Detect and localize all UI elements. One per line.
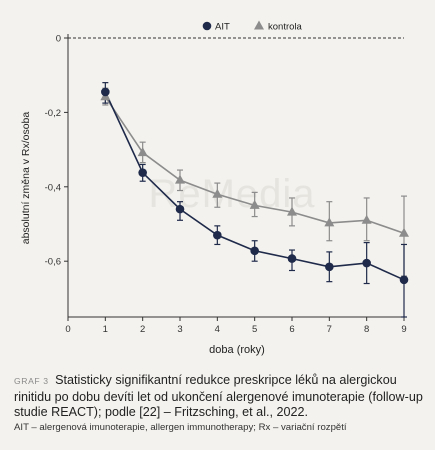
data-point-AIT	[325, 262, 334, 272]
y-tick-label: -0,2	[45, 108, 61, 119]
x-tick-label: 4	[215, 324, 220, 335]
data-point-kontrola	[249, 199, 260, 209]
x-tick-label: 5	[252, 324, 257, 335]
legend-label-kontrola: kontrola	[268, 22, 303, 33]
figure-tag: GRAF 3	[14, 376, 49, 386]
data-point-kontrola	[361, 214, 372, 224]
data-point-kontrola	[324, 217, 335, 227]
x-tick-label: 0	[65, 324, 70, 335]
x-tick-label: 7	[327, 324, 332, 335]
x-axis-label: doba (roky)	[209, 344, 265, 356]
y-tick-label: -0,6	[45, 257, 61, 268]
data-point-kontrola	[137, 147, 148, 157]
x-tick-label: 1	[103, 324, 108, 335]
data-point-AIT	[101, 87, 110, 97]
x-tick-label: 6	[289, 324, 294, 335]
data-point-AIT	[287, 254, 297, 263]
legend-label-AIT: AIT	[215, 22, 230, 33]
x-tick-label: 2	[140, 324, 145, 335]
legend-marker-AIT	[202, 21, 212, 31]
caption-text: Statisticky signifikantní redukce preskr…	[14, 373, 423, 419]
data-point-kontrola	[287, 206, 297, 216]
x-tick-label: 9	[401, 324, 406, 335]
figure-caption: GRAF 3 Statisticky signifikantní redukce…	[14, 373, 424, 421]
legend-marker-kontrola	[254, 20, 264, 30]
x-tick-label: 3	[177, 324, 182, 335]
footnote: AIT – alergenová imunoterapie, allergen …	[14, 422, 347, 433]
data-point-AIT	[399, 275, 409, 285]
data-point-kontrola	[175, 174, 185, 184]
data-point-AIT	[362, 258, 371, 268]
data-point-AIT	[175, 204, 185, 214]
x-tick-label: 8	[364, 324, 369, 335]
line-chart: ReMedia 0-0,2-0,4-0,60 1 2 3 4 5 6 7 8 9 AIT kontr…	[20, 20, 409, 356]
data-point-kontrola	[399, 227, 409, 237]
data-point-AIT	[250, 246, 259, 256]
data-point-AIT	[213, 230, 222, 240]
data-point-AIT	[138, 168, 147, 177]
y-axis-label: absolutní změna v Rx/osoba	[20, 112, 32, 245]
chart: ReMedia 0 -0,2 -0,4 -0,6 0 1 2 3 4 5 6 7 8 9 AIT kontr…	[20, 20, 409, 356]
y-tick-label: -0,4	[45, 182, 61, 193]
y-tick-label: 0	[56, 34, 61, 45]
data-point-kontrola	[212, 188, 223, 198]
